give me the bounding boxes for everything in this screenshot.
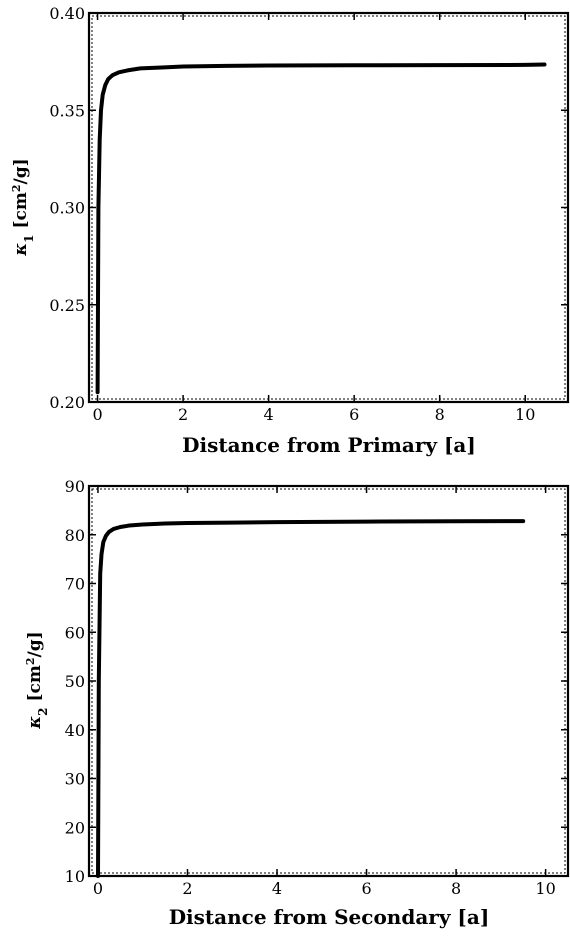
y-tick-label-top: 0.30 — [49, 199, 85, 218]
x-tick-labels-bottom: 0 2 4 6 8 10 — [93, 879, 556, 898]
series-line-top — [95, 62, 547, 395]
y-tick-label-bottom: 70 — [65, 575, 85, 594]
y-tick-labels-top: 0.20 0.25 0.30 0.35 0.40 — [49, 4, 85, 412]
x-axis-label-top: Distance from Primary [a] — [182, 433, 476, 457]
y-tick-label-bottom: 60 — [65, 623, 85, 642]
y-tick-label-top: 0.25 — [49, 296, 85, 315]
y-tick-label-bottom: 10 — [65, 867, 85, 886]
y-tick-label-bottom: 50 — [65, 672, 85, 691]
x-tick-label-top: 0 — [92, 405, 102, 424]
y-tick-label-bottom: 20 — [65, 818, 85, 837]
x-tick-label-top: 4 — [264, 405, 274, 424]
y-tick-label-top: 0.20 — [49, 393, 85, 412]
series-line-bottom — [96, 519, 526, 878]
plot-frame-top — [87, 11, 570, 404]
ticks-bottom — [89, 485, 568, 877]
x-tick-label-top: 6 — [349, 405, 359, 424]
plot-frame-inner-bottom — [91, 488, 566, 874]
x-tick-label-bottom: 10 — [535, 879, 555, 898]
y-tick-label-top: 0.40 — [49, 4, 85, 23]
x-tick-label-bottom: 8 — [451, 879, 461, 898]
plot-frame-inner-top — [91, 15, 566, 400]
x-tick-label-bottom: 2 — [182, 879, 192, 898]
y-axis-label-bottom: κ2[cm2/g] — [24, 631, 51, 729]
y-tick-label-bottom: 30 — [65, 770, 85, 789]
x-tick-label-bottom: 6 — [361, 879, 371, 898]
x-tick-label-top: 10 — [515, 405, 535, 424]
ticks-top — [89, 12, 568, 403]
y-tick-label-top: 0.35 — [49, 101, 85, 120]
x-axis-label-bottom: Distance from Secondary [a] — [169, 905, 490, 929]
x-tick-label-top: 8 — [435, 405, 445, 424]
x-tick-label-bottom: 0 — [93, 879, 103, 898]
y-axis-label-top: κ1[cm2/g] — [10, 158, 37, 256]
x-tick-labels-top: 0 2 4 6 8 10 — [92, 405, 535, 424]
y-tick-labels-bottom: 10 20 30 40 50 60 70 80 90 — [65, 477, 85, 886]
chart-bottom: 0 2 4 6 8 10 10 20 30 40 50 60 70 80 90 Distance from… — [24, 477, 570, 929]
y-tick-label-bottom: 80 — [65, 526, 85, 545]
y-tick-label-bottom: 40 — [65, 721, 85, 740]
plot-frame-bottom — [87, 484, 570, 878]
x-tick-label-bottom: 4 — [272, 879, 282, 898]
chart-top: 0 2 4 6 8 10 0.20 0.25 0.30 0.35 0.40 Distance fr… — [10, 4, 570, 457]
y-tick-label-bottom: 90 — [65, 477, 85, 496]
x-tick-label-top: 2 — [178, 405, 188, 424]
